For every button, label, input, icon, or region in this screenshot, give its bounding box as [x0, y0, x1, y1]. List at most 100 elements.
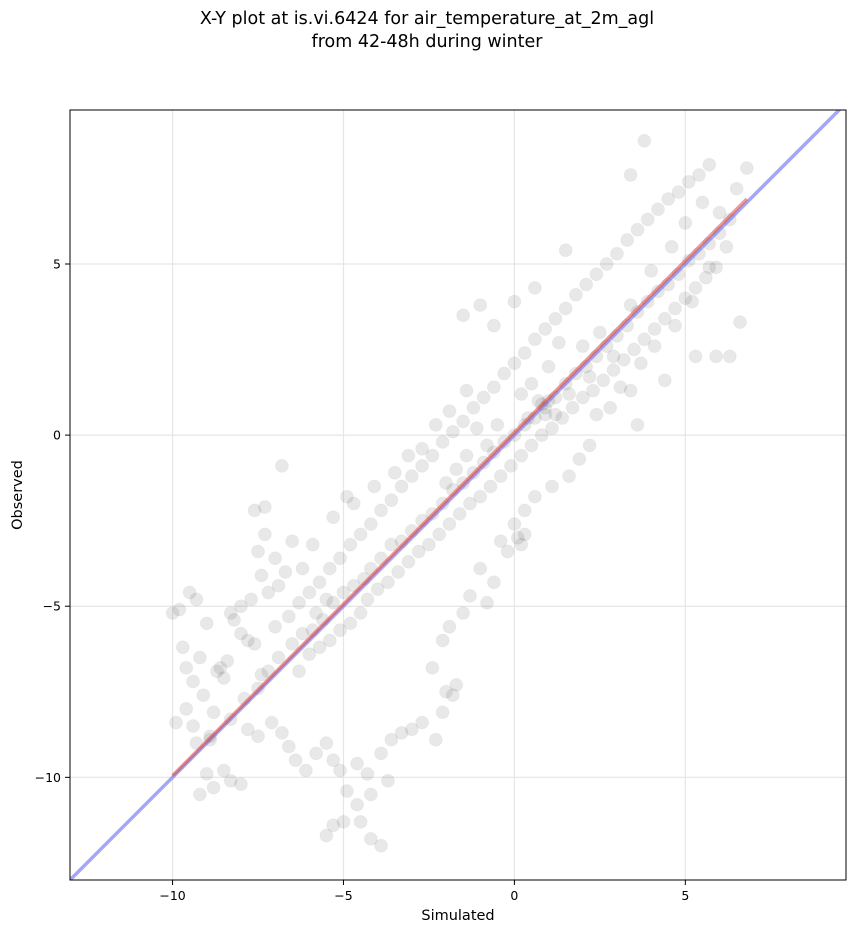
data-point: [494, 469, 508, 483]
data-point: [456, 414, 470, 428]
data-point: [596, 373, 610, 387]
data-point: [607, 349, 621, 363]
data-point: [258, 500, 272, 514]
data-point: [319, 592, 333, 606]
data-point: [350, 798, 364, 812]
data-point: [323, 562, 337, 576]
data-point: [360, 767, 374, 781]
data-point: [651, 202, 665, 216]
data-points: [166, 134, 754, 853]
data-point: [719, 240, 733, 254]
data-point: [524, 438, 538, 452]
data-point: [268, 551, 282, 565]
x-tick-label: 5: [681, 888, 689, 903]
data-point: [661, 192, 675, 206]
data-point: [347, 497, 361, 511]
data-point: [583, 370, 597, 384]
data-point: [251, 544, 265, 558]
data-point: [432, 527, 446, 541]
data-point: [559, 243, 573, 257]
data-point: [285, 534, 299, 548]
data-point: [610, 247, 624, 261]
data-point: [425, 661, 439, 675]
data-point: [422, 538, 436, 552]
data-point: [658, 373, 672, 387]
data-point: [446, 688, 460, 702]
data-point: [641, 213, 655, 227]
data-point: [172, 603, 186, 617]
data-point: [217, 763, 231, 777]
data-point: [354, 606, 368, 620]
data-point: [336, 586, 350, 600]
data-point: [309, 746, 323, 760]
data-point: [224, 606, 238, 620]
data-point: [740, 161, 754, 175]
data-point: [278, 565, 292, 579]
data-point: [518, 527, 532, 541]
data-point: [483, 479, 497, 493]
data-point: [689, 349, 703, 363]
data-point: [360, 592, 374, 606]
data-point: [340, 490, 354, 504]
data-point: [176, 640, 190, 654]
data-point: [583, 438, 597, 452]
data-point: [507, 295, 521, 309]
data-point: [210, 664, 224, 678]
data-point: [289, 753, 303, 767]
data-point: [538, 408, 552, 422]
data-point: [446, 425, 460, 439]
data-point: [569, 288, 583, 302]
data-point: [524, 377, 538, 391]
data-point: [678, 291, 692, 305]
data-point: [313, 575, 327, 589]
data-point: [668, 319, 682, 333]
data-point: [671, 185, 685, 199]
data-point: [630, 418, 644, 432]
data-point: [709, 349, 723, 363]
data-point: [200, 616, 214, 630]
data-point: [395, 479, 409, 493]
data-point: [501, 544, 515, 558]
data-point: [607, 363, 621, 377]
data-point: [343, 538, 357, 552]
data-point: [374, 839, 388, 853]
data-point: [350, 757, 364, 771]
data-point: [678, 216, 692, 230]
data-point: [343, 616, 357, 630]
data-point: [658, 312, 672, 326]
data-point: [603, 401, 617, 415]
data-point: [364, 787, 378, 801]
data-point: [258, 527, 272, 541]
data-point: [295, 562, 309, 576]
data-point: [179, 702, 193, 716]
data-point: [648, 322, 662, 336]
data-point: [442, 404, 456, 418]
data-point: [487, 575, 501, 589]
data-point: [463, 497, 477, 511]
data-point: [415, 442, 429, 456]
data-point: [535, 428, 549, 442]
data-point: [480, 438, 494, 452]
data-point: [265, 716, 279, 730]
data-point: [695, 195, 709, 209]
data-point: [576, 339, 590, 353]
data-point: [244, 592, 258, 606]
data-point: [384, 493, 398, 507]
data-point: [442, 620, 456, 634]
data-point: [302, 647, 316, 661]
data-point: [326, 596, 340, 610]
data-point: [545, 479, 559, 493]
x-axis-label: Simulated: [421, 908, 494, 924]
data-point: [224, 774, 238, 788]
data-point: [473, 490, 487, 504]
data-point: [217, 671, 231, 685]
data-point: [436, 435, 450, 449]
data-point: [699, 271, 713, 285]
data-point: [302, 586, 316, 600]
data-point: [487, 380, 501, 394]
data-point: [507, 356, 521, 370]
data-point: [566, 401, 580, 415]
data-point: [490, 418, 504, 432]
data-point: [323, 633, 337, 647]
